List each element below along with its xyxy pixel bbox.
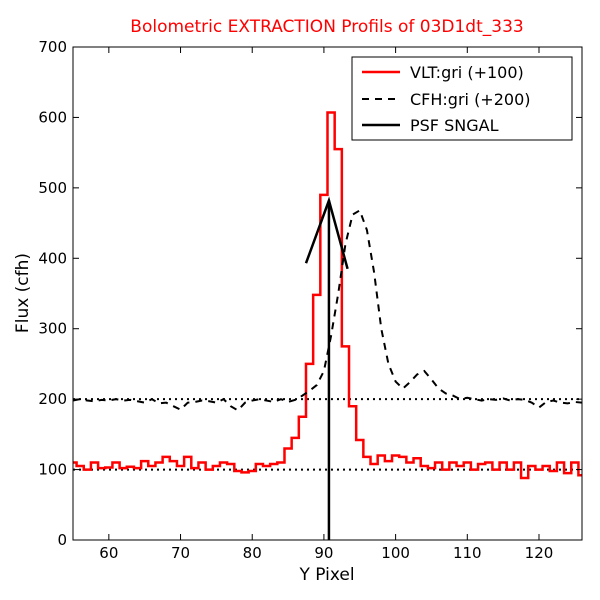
y-tick-label-500: 500 [38,179,67,197]
x-tick-label-60: 60 [99,544,118,562]
series-line-0 [73,111,582,480]
legend-label-psf: PSF SNGAL [410,116,499,135]
plot-frame [72,46,583,541]
y-tick-label-0: 0 [57,531,67,549]
legend: VLT:gri (+100) CFH:gri (+200) PSF SNGAL [351,56,573,141]
series-line-1 [73,208,582,412]
x-tick-label-110: 110 [453,544,482,562]
y-axis-label: Flux (cfh) [13,253,33,333]
series-layer [73,111,582,480]
x-tick-label-70: 70 [171,544,190,562]
chart-title: Bolometric EXTRACTION Profils of 03D1dt_… [130,17,523,37]
reference-lines [73,398,582,471]
y-tick-label-300: 300 [38,320,67,338]
legend-label-cfh: CFH:gri (+200) [410,90,531,109]
y-tick-label-600: 600 [38,108,67,126]
x-tick-label-120: 120 [525,544,554,562]
x-axis-label: Y Pixel [298,565,354,585]
x-tick-label-100: 100 [381,544,410,562]
x-axis: 60 70 80 90 100 110 120 [99,47,553,562]
series-line-2 [304,196,349,270]
y-tick-label-100: 100 [38,461,67,479]
legend-label-vlt: VLT:gri (+100) [410,63,524,82]
y-tick-label-200: 200 [38,390,67,408]
y-axis: 0 100 200 300 400 500 600 700 [38,38,582,549]
y-tick-label-700: 700 [38,38,67,56]
y-tick-label-400: 400 [38,249,67,267]
x-tick-label-80: 80 [243,544,262,562]
x-tick-label-90: 90 [314,544,333,562]
